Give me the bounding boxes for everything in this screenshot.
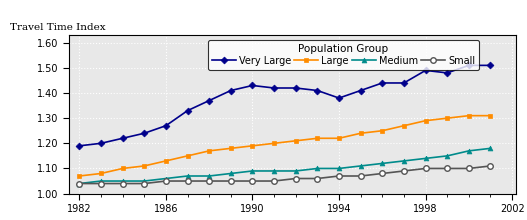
Medium [379, 162, 385, 165]
Large [379, 129, 385, 132]
Small [76, 182, 83, 185]
Text: Travel Time Index: Travel Time Index [10, 23, 106, 32]
Small [444, 167, 451, 170]
Medium [466, 150, 472, 152]
Small [292, 177, 299, 180]
Very Large [487, 64, 494, 67]
Very Large [249, 84, 256, 87]
Large [184, 155, 191, 157]
Small [120, 182, 126, 185]
Large [357, 132, 364, 135]
Very Large [98, 142, 104, 145]
Very Large [141, 132, 148, 135]
Small [423, 167, 429, 170]
Large [141, 165, 148, 167]
Large [336, 137, 342, 140]
Medium [314, 167, 320, 170]
Large [487, 114, 494, 117]
Medium [401, 160, 407, 162]
Small [98, 182, 104, 185]
Large [163, 160, 169, 162]
Very Large [379, 82, 385, 84]
Small [379, 172, 385, 175]
Small [228, 180, 234, 182]
Medium [163, 177, 169, 180]
Very Large [184, 109, 191, 112]
Very Large [444, 72, 451, 74]
Medium [120, 180, 126, 182]
Medium [271, 170, 277, 172]
Small [184, 180, 191, 182]
Very Large [357, 89, 364, 92]
Small [487, 165, 494, 167]
Small [401, 170, 407, 172]
Medium [357, 165, 364, 167]
Small [271, 180, 277, 182]
Very Large [120, 137, 126, 140]
Very Large [423, 69, 429, 72]
Very Large [76, 145, 83, 147]
Line: Very Large: Very Large [77, 63, 493, 148]
Large [423, 119, 429, 122]
Medium [487, 147, 494, 150]
Large [206, 150, 212, 152]
Very Large [271, 87, 277, 89]
Large [249, 145, 256, 147]
Small [466, 167, 472, 170]
Medium [76, 182, 83, 185]
Legend: Very Large, Large, Medium, Small: Very Large, Large, Medium, Small [208, 40, 479, 70]
Small [141, 182, 148, 185]
Very Large [163, 124, 169, 127]
Large [292, 139, 299, 142]
Very Large [401, 82, 407, 84]
Small [314, 177, 320, 180]
Very Large [206, 99, 212, 102]
Very Large [466, 64, 472, 67]
Medium [141, 180, 148, 182]
Small [357, 175, 364, 177]
Very Large [336, 97, 342, 99]
Line: Small: Small [76, 163, 493, 186]
Medium [292, 170, 299, 172]
Very Large [292, 87, 299, 89]
Large [120, 167, 126, 170]
Line: Large: Large [77, 113, 493, 178]
Medium [98, 180, 104, 182]
Line: Medium: Medium [77, 146, 493, 186]
Medium [249, 170, 256, 172]
Very Large [314, 89, 320, 92]
Small [206, 180, 212, 182]
Large [444, 117, 451, 119]
Small [336, 175, 342, 177]
Medium [206, 175, 212, 177]
Large [271, 142, 277, 145]
Medium [444, 155, 451, 157]
Large [228, 147, 234, 150]
Large [401, 124, 407, 127]
Large [76, 175, 83, 177]
Small [249, 180, 256, 182]
Medium [336, 167, 342, 170]
Medium [228, 172, 234, 175]
Medium [184, 175, 191, 177]
Medium [423, 157, 429, 160]
Very Large [228, 89, 234, 92]
Large [98, 172, 104, 175]
Large [466, 114, 472, 117]
Large [314, 137, 320, 140]
Small [163, 180, 169, 182]
